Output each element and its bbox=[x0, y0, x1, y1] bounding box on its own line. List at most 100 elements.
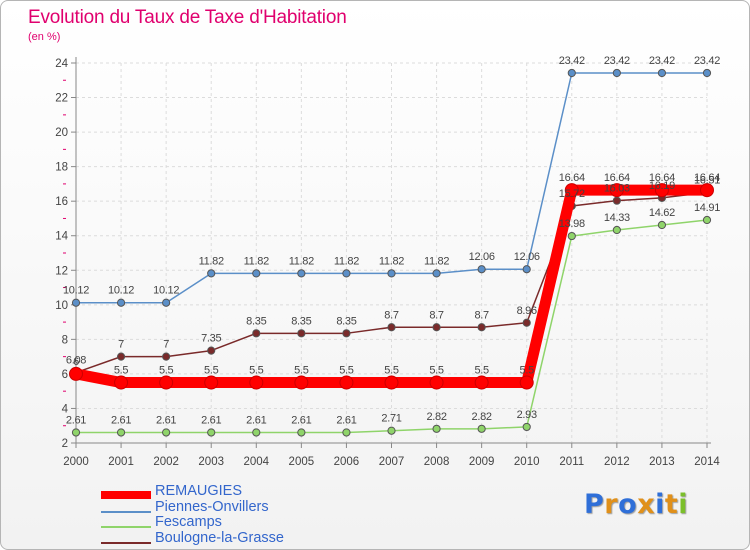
data-label-boulogne-la-grasse: 15.72 bbox=[559, 188, 585, 200]
data-label-boulogne-la-grasse: 8.35 bbox=[336, 315, 356, 327]
series-point-piennes-onvillers bbox=[297, 269, 306, 278]
data-label-fescamps: 2.61 bbox=[201, 414, 221, 426]
series-point-remaugies bbox=[429, 375, 444, 390]
y-tick-label: 2 bbox=[62, 438, 68, 450]
data-label-remaugies: 5.5 bbox=[339, 365, 354, 377]
data-label-remaugies: 5.5 bbox=[249, 365, 264, 377]
x-tick-label: 2007 bbox=[379, 456, 405, 468]
series-point-piennes-onvillers bbox=[387, 269, 396, 278]
data-label-remaugies: 16.64 bbox=[559, 172, 585, 184]
logo-letter: i bbox=[678, 489, 689, 520]
y-tick-label: 12 bbox=[55, 265, 68, 277]
series-point-fescamps bbox=[252, 428, 261, 437]
data-label-remaugies: 16.64 bbox=[604, 172, 630, 184]
series-point-piennes-onvillers bbox=[702, 68, 712, 78]
series-point-remaugies bbox=[654, 183, 669, 198]
series-point-boulogne-la-grasse bbox=[522, 318, 531, 327]
data-label-boulogne-la-grasse: 7 bbox=[118, 339, 124, 351]
data-label-piennes-onvillers: 23.42 bbox=[559, 55, 585, 67]
series-point-fescamps bbox=[657, 220, 667, 230]
data-label-remaugies: 5.5 bbox=[520, 365, 535, 377]
data-label-piennes-onvillers: 10.12 bbox=[63, 285, 89, 297]
data-label-piennes-onvillers: 11.82 bbox=[244, 255, 269, 267]
x-tick-label: 2011 bbox=[559, 456, 584, 468]
series-point-remaugies bbox=[609, 183, 624, 198]
data-label-fescamps: 14.33 bbox=[604, 212, 630, 224]
series-point-remaugies bbox=[474, 375, 489, 390]
series-point-fescamps bbox=[297, 428, 306, 437]
series-layer bbox=[69, 68, 714, 437]
series-point-piennes-onvillers bbox=[432, 269, 441, 278]
legend-label: Piennes-Onvillers bbox=[155, 498, 269, 515]
series-point-remaugies bbox=[294, 375, 309, 390]
data-label-fescamps: 2.61 bbox=[156, 414, 176, 426]
series-point-fescamps bbox=[567, 231, 576, 241]
x-tick-label: 2000 bbox=[63, 456, 89, 468]
series-point-piennes-onvillers bbox=[252, 269, 261, 278]
data-label-fescamps: 2.82 bbox=[472, 411, 492, 423]
data-label-piennes-onvillers: 23.42 bbox=[649, 55, 675, 67]
series-point-boulogne-la-grasse bbox=[432, 323, 441, 332]
series-point-fescamps bbox=[387, 426, 396, 435]
series-point-boulogne-la-grasse bbox=[612, 196, 621, 205]
series-point-remaugies bbox=[339, 375, 354, 390]
data-label-boulogne-la-grasse: 16.51 bbox=[694, 174, 720, 186]
y-tick-label: 16 bbox=[55, 196, 68, 208]
series-point-remaugies bbox=[159, 375, 174, 390]
y-tick-label: 22 bbox=[55, 93, 68, 105]
data-label-boulogne-la-grasse: 16.03 bbox=[604, 183, 630, 195]
data-label-piennes-onvillers: 10.12 bbox=[153, 285, 179, 297]
x-tick-label: 2010 bbox=[514, 456, 540, 468]
legend-swatch bbox=[101, 541, 151, 544]
x-tick-label: 2004 bbox=[243, 456, 269, 468]
logo-letter: x bbox=[637, 489, 656, 520]
logo-letter: r bbox=[604, 489, 619, 520]
data-label-remaugies: 5.5 bbox=[384, 365, 399, 377]
y-tick-label: 4 bbox=[62, 403, 69, 415]
series-point-fescamps bbox=[612, 225, 621, 235]
x-tick-label: 2002 bbox=[153, 456, 179, 468]
chart-subtitle: (en %) bbox=[28, 31, 61, 43]
data-label-fescamps: 2.61 bbox=[66, 414, 86, 426]
x-tick-label: 2001 bbox=[108, 456, 134, 468]
series-point-fescamps bbox=[432, 424, 441, 433]
series-point-remaugies bbox=[384, 375, 399, 390]
data-label-remaugies: 16.64 bbox=[649, 172, 675, 184]
series-point-piennes-onvillers bbox=[522, 265, 531, 274]
data-label-fescamps: 2.93 bbox=[517, 409, 537, 421]
data-label-boulogne-la-grasse: 7.35 bbox=[201, 333, 221, 345]
legend-label: Fescamps bbox=[155, 514, 222, 530]
y-tick-label: 14 bbox=[55, 231, 68, 243]
data-label-remaugies: 6 bbox=[73, 356, 79, 368]
data-label-fescamps: 2.61 bbox=[336, 414, 356, 426]
data-label-layer: 10.12 10.12 10.12 11.82 11.82 11.82 11.82 11.82… bbox=[63, 55, 721, 426]
data-label-boulogne-la-grasse: 8.96 bbox=[517, 305, 537, 317]
data-label-fescamps: 14.91 bbox=[694, 202, 720, 214]
data-label-fescamps: 2.71 bbox=[381, 413, 401, 425]
data-label-fescamps: 2.61 bbox=[291, 414, 311, 426]
data-label-remaugies: 16.64 bbox=[694, 172, 720, 184]
series-point-piennes-onvillers bbox=[567, 68, 576, 78]
data-label-piennes-onvillers: 23.42 bbox=[604, 55, 630, 67]
legend-label: Boulogne-la-Grasse bbox=[155, 529, 284, 546]
series-point-boulogne-la-grasse bbox=[477, 323, 486, 332]
series-point-fescamps bbox=[477, 424, 486, 433]
series-point-piennes-onvillers bbox=[162, 298, 171, 307]
data-label-boulogne-la-grasse: 8.7 bbox=[474, 309, 489, 321]
data-label-piennes-onvillers: 11.82 bbox=[334, 255, 359, 267]
x-tick-label: 2006 bbox=[334, 456, 360, 468]
y-tick-label: 10 bbox=[55, 300, 68, 312]
data-label-remaugies: 5.5 bbox=[114, 365, 129, 377]
page-title: Evolution du Taux de Taxe d'Habitation bbox=[28, 7, 347, 28]
data-label-boulogne-la-grasse: 8.7 bbox=[429, 309, 444, 321]
data-label-fescamps: 13.98 bbox=[559, 218, 585, 230]
data-label-boulogne-la-grasse: 8.35 bbox=[246, 315, 266, 327]
data-label-remaugies: 5.5 bbox=[159, 365, 174, 377]
data-label-piennes-onvillers: 11.82 bbox=[199, 255, 224, 267]
series-point-boulogne-la-grasse bbox=[162, 352, 171, 361]
series-point-boulogne-la-grasse bbox=[342, 329, 351, 338]
legend-swatch bbox=[101, 491, 151, 499]
